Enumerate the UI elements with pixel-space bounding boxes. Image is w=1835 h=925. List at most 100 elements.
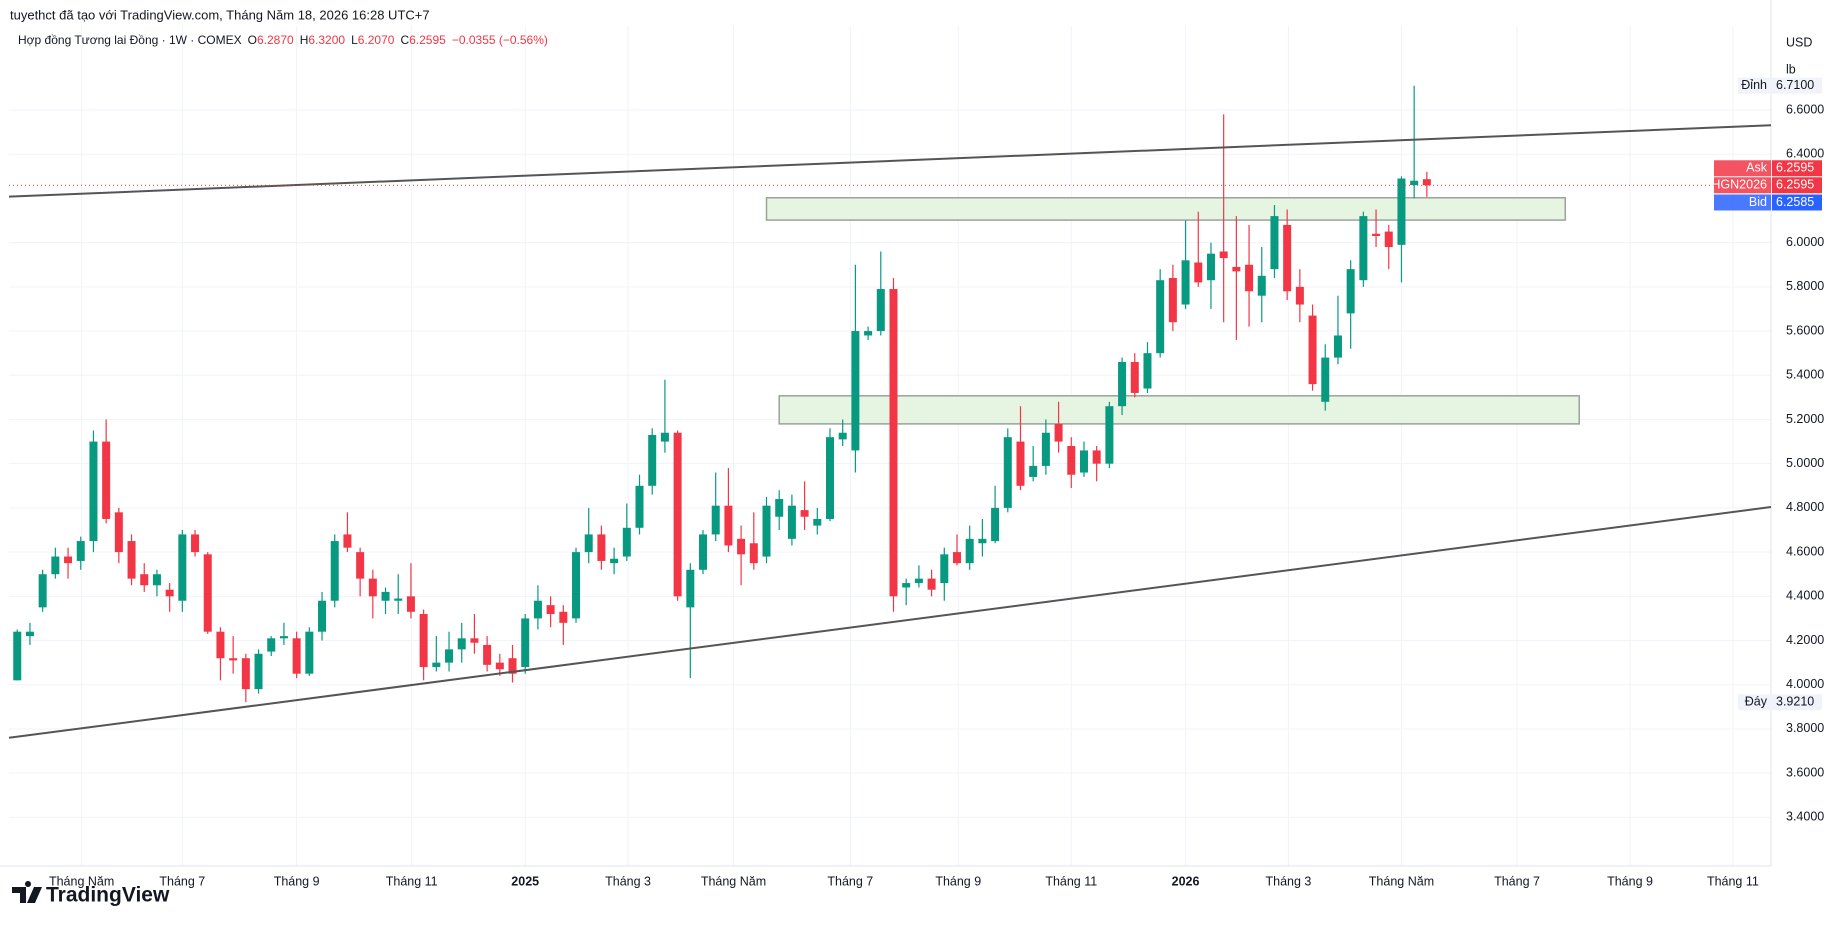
candle-body xyxy=(914,578,923,584)
candle-body xyxy=(572,552,581,619)
quote-name: Ask xyxy=(1746,161,1768,175)
candle-body xyxy=(533,600,542,619)
candle-body xyxy=(102,441,111,519)
candle-body xyxy=(775,499,784,517)
candle-body xyxy=(876,289,885,332)
candle-body xyxy=(610,558,619,564)
candle-body xyxy=(1422,179,1431,186)
candle-body xyxy=(267,638,276,652)
legend-key: H xyxy=(300,33,309,47)
quote-box xyxy=(1714,177,1771,194)
candle-body xyxy=(1384,231,1393,248)
candle-body xyxy=(406,596,415,612)
candle-body xyxy=(432,662,441,668)
candle-body xyxy=(711,505,720,535)
candle-body xyxy=(648,434,657,486)
candle-body xyxy=(508,658,517,674)
x-tick-label: Tháng 9 xyxy=(274,874,320,888)
extreme-name: Đáy xyxy=(1745,694,1768,708)
candle-body xyxy=(686,569,695,608)
quote-box xyxy=(1772,177,1822,194)
candle-body xyxy=(114,512,123,553)
y-tick-label: 3.4000 xyxy=(1786,810,1824,824)
x-tick-label: Tháng 7 xyxy=(1494,874,1540,888)
candle-body xyxy=(1372,233,1381,236)
y-tick-label: 4.2000 xyxy=(1786,633,1824,647)
x-tick-label: Tháng 11 xyxy=(1045,874,1097,888)
y-tick-label: 3.8000 xyxy=(1786,721,1824,735)
candle-body xyxy=(800,510,809,517)
x-tick-label: Tháng Năm xyxy=(49,874,114,888)
quote-box xyxy=(1772,160,1822,177)
candle-body xyxy=(127,541,136,579)
candle-body xyxy=(254,653,263,690)
extreme-value: 3.9210 xyxy=(1776,694,1814,708)
candle-body xyxy=(1003,437,1012,508)
logo-icon xyxy=(12,881,42,903)
candle-body xyxy=(902,583,911,588)
candle-body xyxy=(1067,446,1076,475)
y-tick-label: 5.8000 xyxy=(1786,279,1824,293)
candle-body xyxy=(203,554,212,632)
candle-body xyxy=(165,589,174,597)
extreme-value: 6.7100 xyxy=(1776,78,1814,92)
candle-body xyxy=(1054,423,1063,442)
candle-body xyxy=(1206,253,1215,281)
candle-body xyxy=(495,662,504,670)
zone xyxy=(778,395,1580,425)
header: tuyethct đã tạo với TradingView.com, Thá… xyxy=(10,7,430,22)
extreme-box xyxy=(1738,77,1822,94)
quote-value: 6.2595 xyxy=(1776,161,1814,175)
y-tick-label: 4.0000 xyxy=(1786,677,1824,691)
x-tick-label: 2026 xyxy=(1172,874,1200,888)
x-tick-label: Tháng 7 xyxy=(159,874,205,888)
candle-body xyxy=(457,638,466,650)
currency: USD xyxy=(1786,35,1812,49)
legend-value: 6.3200 xyxy=(308,33,345,47)
candle-body xyxy=(229,658,238,661)
candle-body xyxy=(559,611,568,623)
candle-body xyxy=(64,556,73,564)
candle-body xyxy=(76,541,85,561)
legend-key: L xyxy=(351,33,358,47)
candle-body xyxy=(838,432,847,440)
candle-body xyxy=(991,507,1000,542)
candle-body xyxy=(318,600,327,632)
legend-value: 6.2870 xyxy=(257,33,294,47)
trendline xyxy=(8,124,1772,198)
candle-body xyxy=(1410,180,1419,186)
candle-body xyxy=(140,574,149,586)
candle-body xyxy=(851,331,860,451)
candle-body xyxy=(1359,216,1368,281)
quote-box xyxy=(1714,160,1771,177)
candle-body xyxy=(1270,216,1279,270)
x-tick-label: Tháng 9 xyxy=(935,874,981,888)
quote-name: HGN2026 xyxy=(1711,178,1767,192)
candle-body xyxy=(749,543,758,564)
extreme-box xyxy=(1738,694,1822,711)
trendline xyxy=(8,506,1772,739)
quote-value: 6.2585 xyxy=(1776,195,1814,209)
candle-body xyxy=(762,505,771,557)
x-tick-label: Tháng 7 xyxy=(827,874,873,888)
candle-body xyxy=(470,638,479,643)
candle-body xyxy=(1308,315,1317,385)
candle-body xyxy=(952,552,961,564)
y-tick-label: 5.0000 xyxy=(1786,456,1824,470)
candle-body xyxy=(368,578,377,597)
candle-body xyxy=(1130,362,1139,393)
candle-body xyxy=(1295,286,1304,305)
legend-symbol: Hợp đồng Tương lai Đồng · 1W · COMEX xyxy=(18,33,242,47)
candle-body xyxy=(1321,357,1330,402)
candle-body xyxy=(584,534,593,553)
candle-body xyxy=(1079,450,1088,473)
quote-value: 6.2595 xyxy=(1776,178,1814,192)
candle-body xyxy=(597,534,606,561)
candle-body xyxy=(927,578,936,590)
candle-body xyxy=(787,505,796,539)
candle-body xyxy=(1143,353,1152,389)
candle-body xyxy=(864,331,873,336)
y-tick-label: 4.4000 xyxy=(1786,589,1824,603)
x-tick-label: Tháng Năm xyxy=(701,874,766,888)
